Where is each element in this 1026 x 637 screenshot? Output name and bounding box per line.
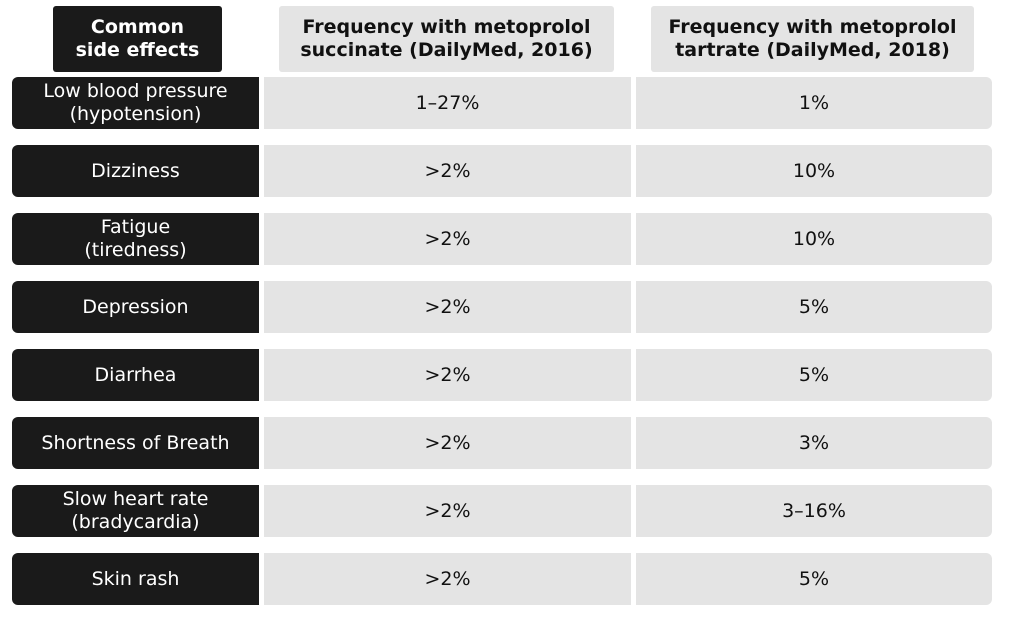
row-tartrate-value: 5% xyxy=(636,553,992,605)
row-succinate-value: >2% xyxy=(264,145,631,197)
row-label: Diarrhea xyxy=(12,349,259,401)
row-tartrate-value: 1% xyxy=(636,77,992,129)
row-succinate-value: >2% xyxy=(264,417,631,469)
row-label: Dizziness xyxy=(12,145,259,197)
row-label: Depression xyxy=(12,281,259,333)
row-tartrate-value: 3–16% xyxy=(636,485,992,537)
row-succinate-value: >2% xyxy=(264,485,631,537)
header-tartrate-frequency: Frequency with metoprolol tartrate (Dail… xyxy=(651,6,974,72)
row-tartrate-value: 10% xyxy=(636,213,992,265)
row-tartrate-value: 10% xyxy=(636,145,992,197)
row-tartrate-value: 3% xyxy=(636,417,992,469)
row-succinate-value: >2% xyxy=(264,349,631,401)
row-label: Slow heart rate (bradycardia) xyxy=(12,485,259,537)
row-tartrate-value: 5% xyxy=(636,281,992,333)
row-succinate-value: >2% xyxy=(264,553,631,605)
row-succinate-value: >2% xyxy=(264,281,631,333)
row-tartrate-value: 5% xyxy=(636,349,992,401)
row-label: Skin rash xyxy=(12,553,259,605)
row-label: Fatigue (tiredness) xyxy=(12,213,259,265)
header-side-effects: Common side effects xyxy=(53,6,222,72)
row-label: Low blood pressure (hypotension) xyxy=(12,77,259,129)
header-succinate-frequency: Frequency with metoprolol succinate (Dai… xyxy=(279,6,614,72)
row-label: Shortness of Breath xyxy=(12,417,259,469)
row-succinate-value: 1–27% xyxy=(264,77,631,129)
row-succinate-value: >2% xyxy=(264,213,631,265)
